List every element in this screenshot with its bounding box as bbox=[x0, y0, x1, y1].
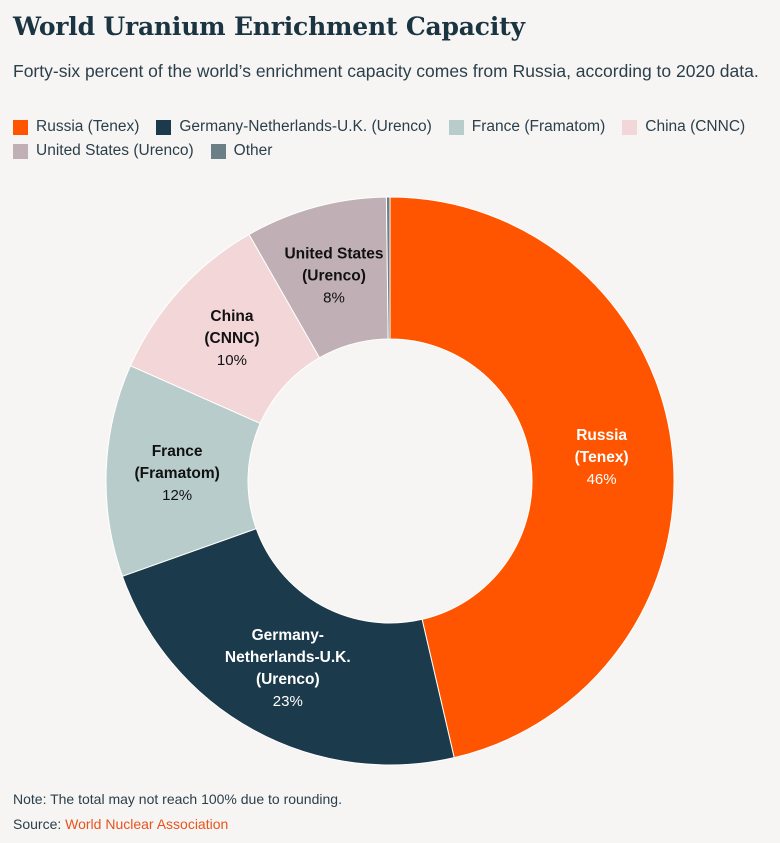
legend-swatch bbox=[622, 119, 638, 135]
donut-slice bbox=[105, 365, 261, 577]
legend-label: Other bbox=[233, 142, 273, 159]
legend-item: China (CNNC) bbox=[622, 117, 745, 137]
chart-subtitle: Forty-six percent of the world’s enrichm… bbox=[13, 61, 759, 81]
footnote: Note: The total may not reach 100% due t… bbox=[13, 791, 342, 807]
legend-label: Russia (Tenex) bbox=[36, 118, 140, 135]
slice-label: France bbox=[152, 443, 203, 460]
donut-slice bbox=[389, 196, 675, 759]
slice-value-label: 23% bbox=[273, 693, 303, 710]
legend-swatch bbox=[13, 119, 28, 135]
slice-label: Germany- bbox=[252, 627, 324, 644]
legend-item: Other bbox=[210, 141, 273, 161]
slice-label: (Urenco) bbox=[302, 267, 366, 284]
legend-item: Russia (Tenex) bbox=[13, 117, 139, 137]
slice-value-label: 10% bbox=[217, 352, 247, 369]
slice-label: United States bbox=[284, 245, 383, 262]
slice-label: Netherlands-U.K. bbox=[225, 649, 351, 666]
slice-label-group: France (Framatom) 12% bbox=[135, 443, 220, 504]
slice-label: (CNNC) bbox=[204, 330, 259, 347]
legend-swatch bbox=[448, 119, 464, 135]
donut-slice bbox=[121, 527, 455, 766]
slice-label-group: China (CNNC) 10% bbox=[204, 308, 259, 369]
slice-label-group: United States (Urenco) 8% bbox=[284, 245, 383, 306]
source-label: Source: bbox=[13, 816, 66, 832]
source-link[interactable]: World Nuclear Association bbox=[65, 816, 229, 832]
legend-swatch bbox=[210, 143, 226, 159]
legend-swatch bbox=[156, 119, 172, 135]
slice-label-group: Russia (Tenex) 46% bbox=[575, 427, 629, 488]
slice-label: China bbox=[210, 308, 253, 325]
legend-label: China (CNNC) bbox=[645, 118, 746, 135]
legend-label: France (Framatom) bbox=[471, 118, 606, 135]
legend-item: France (Framatom) bbox=[448, 117, 606, 137]
slice-label: (Urenco) bbox=[256, 671, 320, 688]
source-line: Source: World Nuclear Association bbox=[13, 816, 228, 832]
legend: Russia (Tenex) Germany-Netherlands-U.K. (… bbox=[13, 117, 773, 161]
slice-value-label: 46% bbox=[587, 471, 617, 488]
slice-value-label: 12% bbox=[162, 487, 192, 504]
legend-label: United States (Urenco) bbox=[36, 142, 194, 159]
legend-label: Germany-Netherlands-U.K. (Urenco) bbox=[179, 118, 432, 135]
legend-swatch bbox=[13, 143, 28, 159]
legend-item: Germany-Netherlands-U.K. (Urenco) bbox=[156, 117, 432, 137]
slice-label-group: Germany- Netherlands-U.K. (Urenco) 23% bbox=[225, 627, 351, 710]
donut-slice bbox=[385, 196, 391, 340]
legend-item: United States (Urenco) bbox=[13, 141, 194, 161]
slice-label: Russia bbox=[576, 427, 627, 444]
chart-title: World Uranium Enrichment Capacity bbox=[13, 12, 525, 41]
slice-value-label: 8% bbox=[323, 289, 345, 306]
slice-label: (Framatom) bbox=[135, 465, 220, 482]
slice-label: (Tenex) bbox=[575, 449, 629, 466]
